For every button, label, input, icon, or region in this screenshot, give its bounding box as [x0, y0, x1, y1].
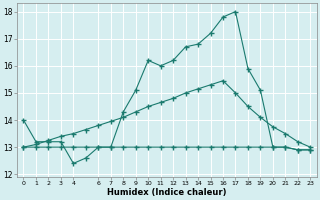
X-axis label: Humidex (Indice chaleur): Humidex (Indice chaleur) [107, 188, 227, 197]
